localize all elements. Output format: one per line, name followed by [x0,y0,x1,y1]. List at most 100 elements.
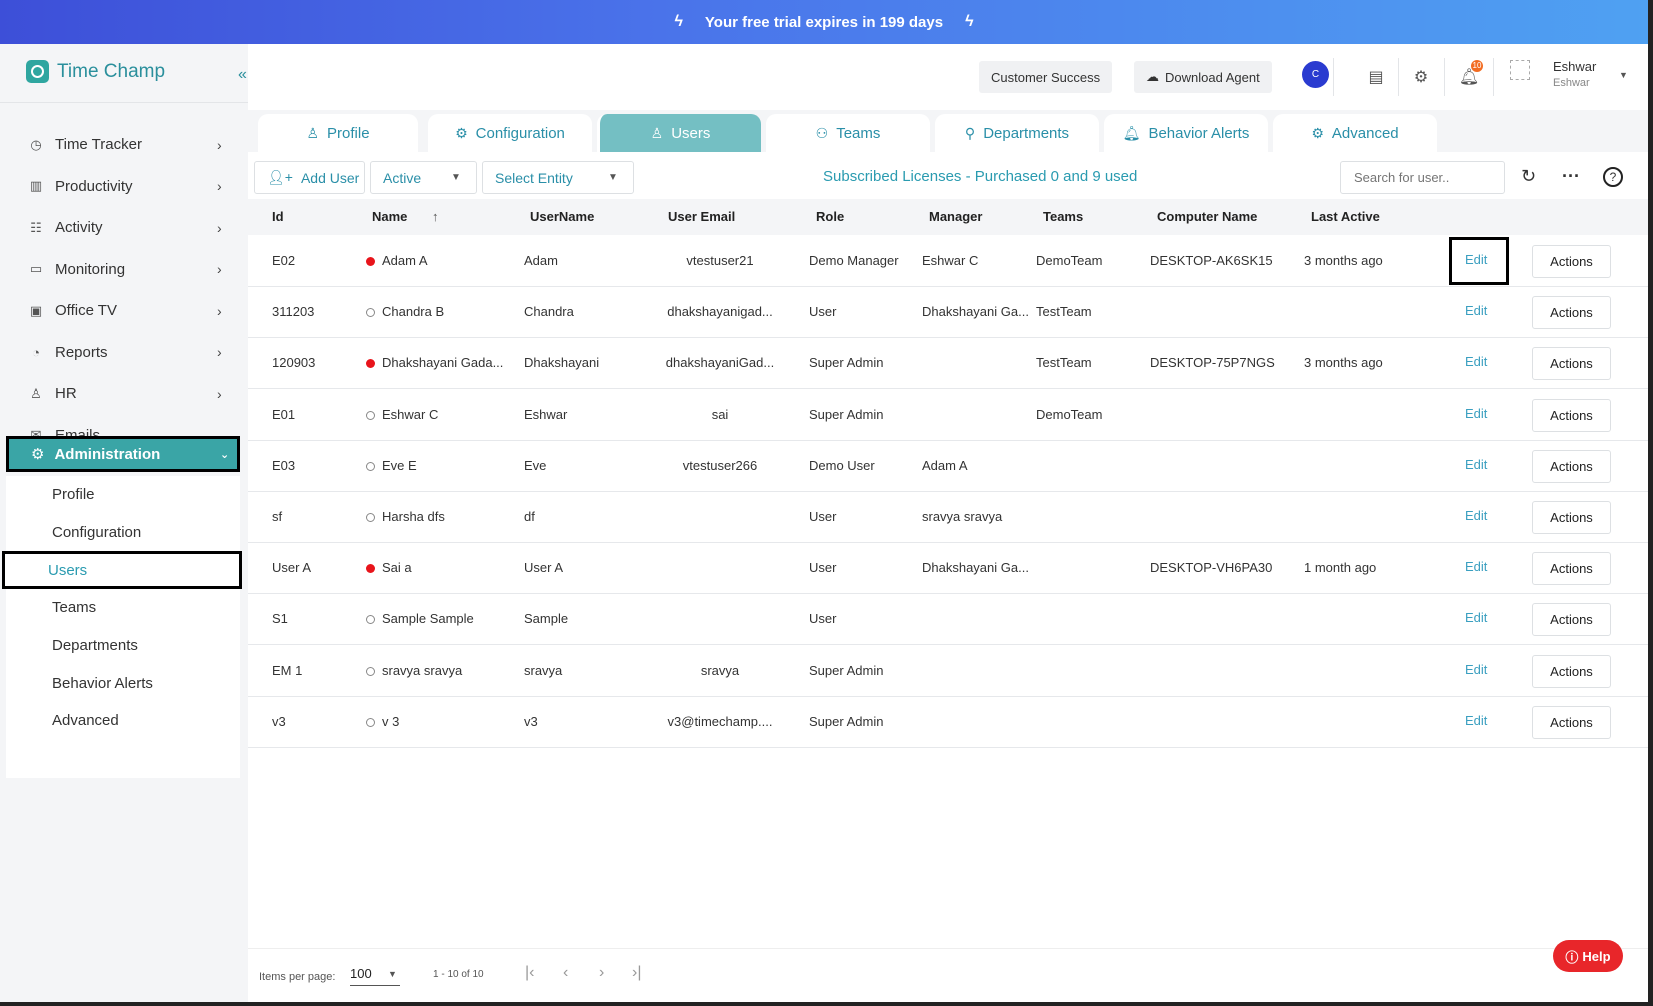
administration-submenu: Profile Configuration Users Teams Department… [2,476,242,778]
status-filter-select[interactable]: Active ▼ [370,161,477,194]
user-name-text: Eve E [382,457,417,473]
sidebar-item-hr[interactable]: ♙ HR › [0,373,248,415]
actions-button[interactable]: Actions [1532,347,1611,381]
column-header-manager[interactable]: Manager [929,209,983,224]
sort-ascending-icon[interactable]: ↑ [432,209,439,224]
help-button[interactable]: ⓘ Help [1553,940,1623,972]
sidebar-item-reports[interactable]: ◔ Reports › [0,332,248,374]
document-icon[interactable]: ▤ [1368,69,1384,86]
table-row[interactable] [248,338,1648,390]
sidebar-item-productivity[interactable]: ▥ Productivity › [0,166,248,208]
caret-down-icon: ▼ [608,172,618,183]
edit-link[interactable]: Edit [1465,405,1488,421]
user-name-text: Eshwar C [382,406,439,422]
table-row[interactable] [248,543,1648,595]
edit-link[interactable]: Edit [1465,508,1488,523]
last-page-icon[interactable]: ›| [632,964,642,981]
table-row[interactable] [248,594,1648,646]
column-header-user-email[interactable]: User Email [668,209,736,224]
licenses-summary: Subscribed Licenses - Purchased 0 and 9 … [823,168,1138,185]
sidebar-item-office-tv[interactable]: ▣ Office TV › [0,290,248,332]
edit-link[interactable]: Edit [1465,354,1488,370]
offline-status-icon [366,666,375,676]
column-header-role[interactable]: Role [816,209,845,224]
user-name[interactable]: Eshwar [1553,59,1597,74]
avatar[interactable] [1510,60,1530,80]
edit-link[interactable]: Edit [1465,610,1488,626]
tab-users[interactable]: ♙ Users [597,114,761,152]
column-header-teams[interactable]: Teams [1043,209,1084,224]
more-options-icon[interactable]: ··· [1562,166,1580,186]
table-row[interactable] [248,236,1648,287]
bell-icon[interactable]: 🔔︎ [1458,69,1480,86]
refresh-icon[interactable]: ↻ [1521,166,1537,186]
add-user-button[interactable]: 👤︎+ Add User [254,161,365,194]
chatbot-icon[interactable]: C [1302,61,1329,88]
table-row[interactable] [248,696,1648,748]
actions-button[interactable]: Actions [1532,398,1611,432]
logo[interactable]: Time Champ [26,60,165,83]
cell-role: User [809,611,837,627]
next-page-icon[interactable]: › [599,964,605,981]
sidebar-item-administration[interactable]: ⚙ Administration ⌄ [6,436,240,472]
actions-button[interactable]: Actions [1532,296,1611,330]
sidebar-item-activity[interactable]: ☷ Activity › [0,207,248,249]
edit-link[interactable]: Edit [1465,252,1488,267]
column-header-computer-name[interactable]: Computer Name [1157,209,1258,224]
settings-icon[interactable]: ⚙ [1413,69,1429,86]
chevron-right-icon: › [217,302,222,319]
collapse-sidebar-icon[interactable]: « [238,66,247,83]
submenu-item-configuration[interactable]: Configuration [52,524,142,542]
edit-link[interactable]: Edit [1465,661,1488,677]
user-menu-caret-icon[interactable]: ▼ [1619,70,1628,80]
offline-status-icon [366,513,375,522]
table-row[interactable] [248,389,1648,441]
actions-button[interactable]: Actions [1532,552,1611,586]
column-header-last-active[interactable]: Last Active [1311,209,1380,224]
edit-link[interactable]: Edit [1465,456,1488,472]
sidebar-item-time-tracker[interactable]: ◷ Time Tracker › [0,124,248,166]
edit-link[interactable]: Edit [1465,712,1488,728]
tab-teams[interactable]: ⚇ Teams [766,114,930,152]
chart-icon: ▥ [29,178,43,194]
search-user-input[interactable] [1340,161,1505,194]
actions-button[interactable]: Actions [1532,501,1611,534]
tab-behavior-alerts[interactable]: 🔔︎ Behavior Alerts [1104,114,1268,152]
submenu-item-departments[interactable]: Departments [52,637,138,655]
submenu-item-profile[interactable]: Profile [52,486,95,504]
cell-name: Dhakshayani Gada... [366,355,503,370]
first-page-icon[interactable]: |‹ [525,964,535,981]
table-row[interactable] [248,492,1648,543]
actions-button[interactable]: Actions [1532,245,1611,278]
column-header-name[interactable]: Name [372,209,408,224]
actions-button[interactable]: Actions [1532,449,1611,483]
submenu-item-advanced[interactable]: Advanced [52,712,119,730]
table-row[interactable] [248,645,1648,697]
entity-filter-select[interactable]: Select Entity ▼ [482,161,634,194]
sidebar-item-monitoring[interactable]: ▭ Monitoring › [0,249,248,291]
table-row[interactable] [248,287,1648,339]
items-per-page-select[interactable]: 100 ▼ [350,966,400,986]
actions-button[interactable]: Actions [1532,654,1611,688]
tab-advanced[interactable]: ⚙ Advanced [1273,114,1437,152]
edit-link[interactable]: Edit [1465,303,1488,319]
tab-departments[interactable]: ⚲ Departments [935,114,1099,152]
customer-success-button[interactable]: Customer Success [979,61,1113,93]
actions-button[interactable]: Actions [1532,705,1611,739]
download-agent-button[interactable]: ☁ Download Agent [1134,61,1272,93]
actions-button[interactable]: Actions [1532,603,1611,637]
tab-configuration[interactable]: ⚙ Configuration [428,114,592,152]
help-circle-icon[interactable]: ? [1603,167,1623,187]
tab-profile[interactable]: ♙ Profile [258,114,418,152]
table-row[interactable] [248,440,1648,492]
sidebar: Time Champ « ◷ Time Tracker › ▥ Productivity… [0,44,248,1002]
submenu-item-teams[interactable]: Teams [52,599,97,617]
edit-link[interactable]: Edit [1465,559,1488,575]
submenu-item-users[interactable]: Users [2,551,242,590]
prev-page-icon[interactable]: ‹ [563,964,569,981]
submenu-item-behavior-alerts[interactable]: Behavior Alerts [52,674,153,692]
column-header-username[interactable]: UserName [530,209,595,224]
user-name-text: sravya sravya [382,662,463,678]
download-agent-label: Download Agent [1165,69,1260,85]
column-header-id[interactable]: Id [272,209,284,224]
